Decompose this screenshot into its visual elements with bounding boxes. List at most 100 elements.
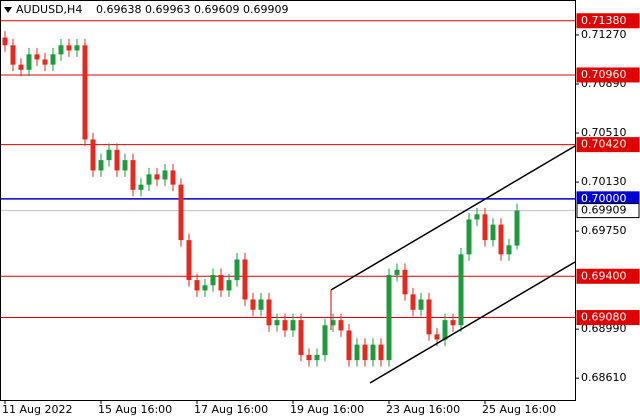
candle-body xyxy=(26,54,32,70)
high: 0.69963 xyxy=(145,3,191,16)
candle-body xyxy=(490,224,496,241)
plot-area xyxy=(0,20,575,367)
candle-body xyxy=(482,214,488,241)
candle-body xyxy=(506,245,512,255)
candle-body xyxy=(418,299,424,310)
candle-body xyxy=(218,274,224,291)
candle-body xyxy=(90,139,96,171)
y-tick-label: 0.69750 xyxy=(581,224,627,237)
candle-body xyxy=(514,210,520,246)
level-label: 0.69080 xyxy=(581,311,627,324)
candle-body xyxy=(362,344,368,361)
y-tick-label: 0.68990 xyxy=(581,322,627,335)
candle-body xyxy=(474,214,480,220)
candle-body xyxy=(2,37,8,46)
candle-body xyxy=(426,299,432,335)
x-tick-label: 17 Aug 16:00 xyxy=(194,403,268,416)
y-tick-label: 0.70130 xyxy=(581,175,627,188)
candle-body xyxy=(290,320,296,331)
candle-body xyxy=(114,149,120,171)
x-tick-label: 25 Aug 16:00 xyxy=(482,403,556,416)
candle-body xyxy=(58,45,64,55)
candle-body xyxy=(442,320,448,340)
candle-body xyxy=(234,259,240,281)
candle-body xyxy=(450,320,456,326)
channel-upper xyxy=(330,145,576,291)
candle-body xyxy=(402,269,408,295)
x-tick-label: 23 Aug 16:00 xyxy=(386,403,460,416)
candle-body xyxy=(434,334,440,340)
candle-body xyxy=(186,240,192,281)
candle-body xyxy=(338,320,344,331)
candle-body xyxy=(146,174,152,185)
low: 0.69609 xyxy=(194,3,240,16)
level-label: 0.70960 xyxy=(581,68,627,81)
y-tick-label: 0.70510 xyxy=(581,126,627,139)
candle-body xyxy=(298,320,304,355)
candle-body xyxy=(378,344,384,361)
candle-body xyxy=(498,224,504,255)
collapse-icon[interactable] xyxy=(4,7,12,13)
candle-body xyxy=(178,184,184,241)
candle-body xyxy=(210,274,216,286)
candle-body xyxy=(170,170,176,185)
level-label: 0.70000 xyxy=(581,192,627,205)
candle-body xyxy=(466,219,472,255)
level-box xyxy=(576,137,640,153)
level-box xyxy=(576,310,640,326)
level-box xyxy=(576,203,640,219)
candle-body xyxy=(194,280,200,291)
candle-body xyxy=(258,299,264,310)
candle-body xyxy=(354,344,360,361)
candle-body xyxy=(34,54,40,60)
level-box xyxy=(576,67,640,83)
candle-body xyxy=(266,299,272,326)
candle-body xyxy=(386,274,392,361)
open: 0.69638 xyxy=(96,3,142,16)
level-label: 0.69909 xyxy=(581,204,627,217)
level-box xyxy=(576,13,640,29)
level-label: 0.69400 xyxy=(581,269,627,282)
candle-body xyxy=(130,160,136,190)
candle-body xyxy=(42,59,48,65)
candle-body xyxy=(330,320,336,326)
candle-body xyxy=(162,170,168,180)
candle-body xyxy=(18,64,24,70)
candle-body xyxy=(50,54,56,65)
level-label: 0.70420 xyxy=(581,138,627,151)
candle-body xyxy=(306,354,312,361)
candle-body xyxy=(10,45,16,65)
candle-body xyxy=(138,184,144,190)
candle-body xyxy=(410,294,416,310)
candle-body xyxy=(274,320,280,326)
level-box xyxy=(576,268,640,284)
header: AUDUSD,H4 0.69638 0.69963 0.69609 0.6990… xyxy=(4,3,289,16)
candle-body xyxy=(82,45,88,140)
candle-body xyxy=(106,149,112,161)
level-label: 0.71380 xyxy=(581,14,627,27)
symbol: AUDUSD,H4 xyxy=(16,3,82,16)
candle-body xyxy=(250,299,256,310)
candle-body xyxy=(74,45,80,51)
candle-body xyxy=(202,285,208,291)
channel-lower xyxy=(369,261,576,384)
x-tick-label: 15 Aug 16:00 xyxy=(98,403,172,416)
x-tick-label: 11 Aug 2022 xyxy=(2,403,72,416)
candle-body xyxy=(314,354,320,361)
plot-border xyxy=(0,0,576,401)
candle-body xyxy=(154,174,160,180)
candle-body xyxy=(370,344,376,361)
candle-body xyxy=(458,254,464,326)
candle-body xyxy=(322,325,328,355)
candle-body xyxy=(98,160,104,171)
candle-body xyxy=(66,45,72,51)
candle-body xyxy=(242,259,248,300)
candle-body xyxy=(282,320,288,331)
candle-body xyxy=(226,280,232,291)
candle-body xyxy=(122,160,128,171)
y-tick-label: 0.68610 xyxy=(581,371,627,384)
candle-body xyxy=(394,269,400,275)
candle-body xyxy=(346,330,352,361)
